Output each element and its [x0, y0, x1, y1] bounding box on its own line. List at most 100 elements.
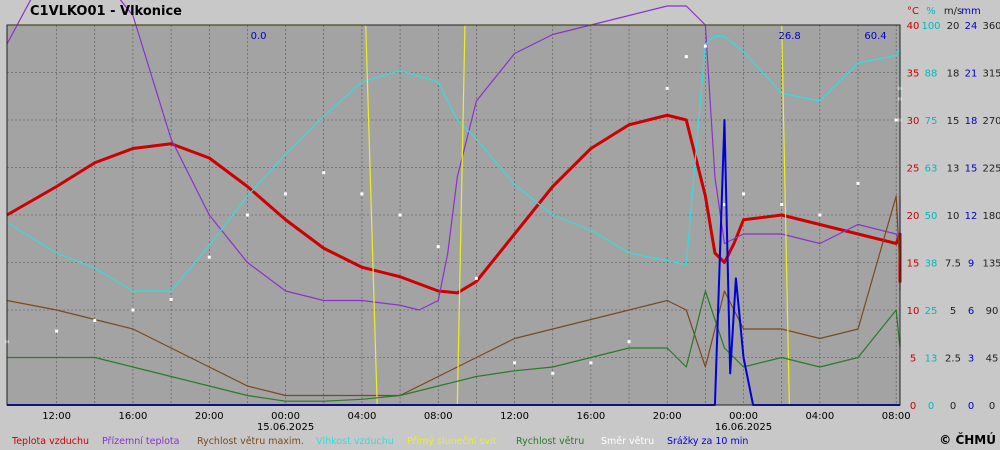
wind-dir-point — [665, 86, 669, 90]
x-tick-label: 04:00 — [805, 411, 834, 422]
axis-tick: 38 — [925, 259, 938, 270]
axis-tick: 10 — [907, 306, 920, 317]
axis-tick: 0 — [928, 401, 934, 412]
axis-tick: 270 — [982, 116, 1000, 127]
axis-tick: 315 — [982, 69, 1000, 80]
x-axis-ticks: 12:00 16:00 20:00 00:00 04:00 08:00 12:00 16:00… — [42, 411, 910, 433]
wind-dir-point — [169, 297, 173, 301]
axis-tick: 225 — [982, 164, 1000, 175]
chart-title: C1VLKO01 - Vlkonice — [30, 4, 182, 19]
axis-tick: 0 — [910, 401, 916, 412]
axis-tick: 15 — [947, 116, 960, 127]
wind-dir-point — [627, 340, 631, 344]
axis-tick: 90 — [986, 306, 999, 317]
axis-tick: 5 — [950, 306, 956, 317]
axis-tick: 5 — [910, 354, 916, 365]
axis-tick: 25 — [907, 164, 920, 175]
axis-unit: mm — [961, 6, 980, 17]
axis-tick: 40 — [907, 21, 920, 32]
legend-item: Přízemní teplota — [102, 436, 179, 447]
date-label: 16.06.2025 — [715, 422, 772, 433]
precip-total: 26.8 — [779, 31, 801, 42]
wind-dir-point — [93, 319, 97, 323]
axis-tick: 88 — [925, 69, 938, 80]
axis-tick: 20 — [907, 211, 920, 222]
x-tick-label: 12:00 — [42, 411, 71, 422]
wind-dir-point — [742, 192, 746, 196]
axis-tick: 15 — [965, 164, 978, 175]
wind-dir-point — [398, 213, 402, 217]
legend-item: Srážky za 10 min — [667, 436, 748, 447]
wind-dir-point — [474, 276, 478, 280]
legend-item: Teplota vzduchu — [11, 436, 89, 447]
right-axes: °C4035302520151050%100887563503825130m/s… — [907, 6, 1000, 412]
series-line — [6, 195, 901, 397]
x-tick-label: 16:00 — [576, 411, 605, 422]
axis-tick: 9 — [968, 259, 974, 270]
wind-dir-point — [722, 202, 726, 206]
copyright: © ČHMÚ — [939, 432, 996, 447]
wind-dir-point — [360, 192, 364, 196]
axis-tick: 0 — [950, 401, 956, 412]
x-tick-label: 04:00 — [347, 411, 376, 422]
wind-dir-point — [284, 192, 288, 196]
legend-item: Vlhkost vzduchu — [316, 436, 394, 447]
wind-dir-point — [513, 361, 517, 365]
legend: Teplota vzduchu Přízemní teplota Rychlost … — [11, 436, 748, 447]
precip-total: 60.4 — [864, 31, 886, 42]
axis-tick: 30 — [907, 116, 920, 127]
x-tick-label: 20:00 — [653, 411, 682, 422]
axis-tick: 100 — [921, 21, 940, 32]
axis-tick: 21 — [965, 69, 978, 80]
axis-tick: 135 — [982, 259, 1000, 270]
date-label: 15.06.2025 — [257, 422, 314, 433]
axis-tick: 25 — [925, 306, 938, 317]
axis-unit: °C — [907, 6, 919, 17]
wind-dir-point — [207, 255, 211, 259]
x-tick-label: 20:00 — [195, 411, 224, 422]
wind-dir-point — [551, 371, 555, 375]
x-tick-label: 08:00 — [882, 411, 911, 422]
axis-tick: 50 — [925, 211, 938, 222]
axis-tick: 180 — [982, 211, 1000, 222]
series-line — [6, 0, 901, 311]
x-tick-label: 12:00 — [500, 411, 529, 422]
axis-tick: 0 — [968, 401, 974, 412]
wind-dir-point — [894, 118, 898, 122]
axis-tick: 0 — [989, 401, 995, 412]
plot-frame — [6, 24, 901, 406]
axis-tick: 75 — [925, 116, 938, 127]
axis-tick: 12 — [965, 211, 978, 222]
axis-tick: 13 — [925, 354, 938, 365]
x-tick-label: 00:00 — [271, 411, 300, 422]
wind-dir-point — [589, 361, 593, 365]
legend-item: Rychlost větru — [516, 436, 584, 447]
axis-tick: 20 — [947, 21, 960, 32]
axis-tick: 35 — [907, 69, 920, 80]
axis-tick: 360 — [982, 21, 1000, 32]
wind-dir-point — [684, 55, 688, 59]
series-line — [7, 24, 900, 406]
legend-item: Rychlost větru maxim. — [197, 436, 304, 447]
wind-dir-point — [131, 308, 135, 312]
wind-dir-point — [245, 213, 249, 217]
x-tick-label: 16:00 — [119, 411, 148, 422]
precip-total: 0.0 — [251, 31, 267, 42]
axis-tick: 18 — [947, 69, 960, 80]
axis-tick: 2.5 — [945, 354, 961, 365]
axis-tick: 3 — [968, 354, 974, 365]
series-line — [7, 290, 901, 402]
x-tick-label: 00:00 — [729, 411, 758, 422]
legend-item: Směr větru — [601, 436, 654, 447]
wind-dir-point — [703, 44, 707, 48]
wind-dir-point — [780, 202, 784, 206]
axis-tick: 15 — [907, 259, 920, 270]
axis-unit: m/s — [944, 6, 962, 17]
wind-dir-point — [436, 245, 440, 249]
axis-tick: 13 — [947, 164, 960, 175]
wind-dir-point — [55, 329, 59, 333]
axis-tick: 18 — [965, 116, 978, 127]
axis-tick: 24 — [965, 21, 978, 32]
series-line — [6, 35, 901, 292]
